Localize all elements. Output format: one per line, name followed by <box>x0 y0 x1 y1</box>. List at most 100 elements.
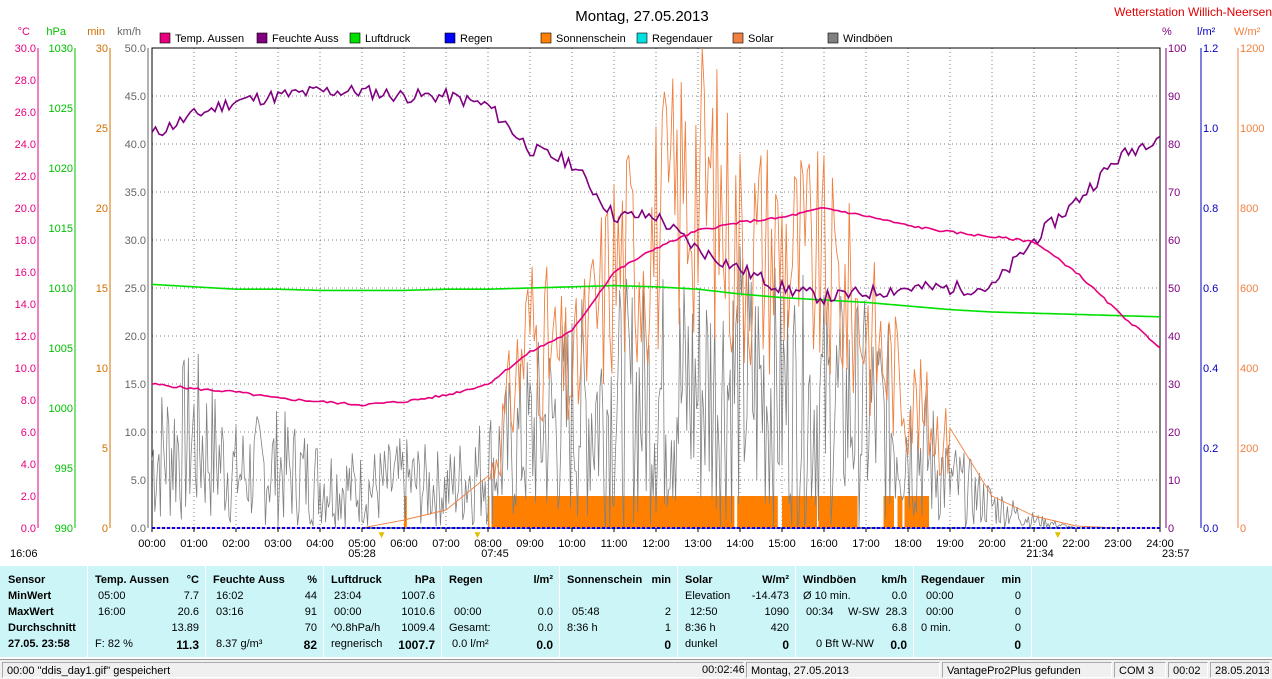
press-trend: ^0.8hPa/h <box>331 622 381 634</box>
raindur-unit: min <box>1001 574 1021 586</box>
x-tick-label: 07:00 <box>432 538 460 550</box>
rainmm-tick: 1.2 <box>1203 43 1218 55</box>
humidity-tick: 60 <box>1168 235 1180 247</box>
legend-swatch-5 <box>636 32 648 44</box>
sun-current-value: 0 <box>664 638 671 652</box>
sunmin-tick: 25 <box>96 123 108 135</box>
solar-current-extra: dunkel <box>685 638 718 650</box>
wind-unit: km/h <box>881 574 907 586</box>
wind-unit: km/h <box>117 26 141 38</box>
sunrise-icon: ▼ <box>377 530 387 541</box>
x-axis: 00:00 01:00 02:00 03:00 04:00 05:00 06:00 07:00… <box>138 528 1174 550</box>
rain-total-value: 0.0 <box>537 622 553 634</box>
sunshine-bar-2 <box>491 496 551 528</box>
hum-current-extra: 8.37 g/m³ <box>216 638 263 650</box>
stats-raindur: Regendauer min 00:00 0 00:00 0 0 min. 0 … <box>914 566 1032 657</box>
sun-duration: 8:36 h <box>567 622 598 634</box>
x-tick-label: 02:00 <box>222 538 250 550</box>
wind-tick: 15.0 <box>125 379 146 391</box>
x-tick-label: 10:00 <box>558 538 586 550</box>
weather-chart: Montag, 27.05.2013 Wetterstation Willich… <box>10 5 1272 560</box>
temp-tick: 8.0 <box>21 395 36 407</box>
wind-tick: 30.0 <box>125 235 146 247</box>
sunshine-bar-6 <box>818 496 858 528</box>
sunshine-bar-1 <box>488 496 490 528</box>
statistics-table: Sensor MinWert MaxWert Durchschnitt 27.0… <box>0 566 1272 657</box>
raindur-current-value: 0 <box>1014 638 1021 652</box>
status-message: 00:00 "ddis_day1.gif" gespeichert <box>2 662 744 678</box>
rainmm-tick: 0.4 <box>1203 363 1218 375</box>
temp-tick: 14.0 <box>15 299 36 311</box>
hum-max-value: 91 <box>304 606 317 618</box>
temp-tick: 24.0 <box>15 139 36 151</box>
solar-tick: 200 <box>1240 443 1258 455</box>
row-label-sensor: Sensor <box>8 574 46 586</box>
status-date: Montag, 27.05.2013 <box>746 662 940 678</box>
status-device: VantagePro2Plus gefunden <box>942 662 1112 678</box>
rainmm-tick: 1.0 <box>1203 123 1218 135</box>
wind-avg10-value: 0.0 <box>891 590 907 602</box>
x-tick-label: 20:00 <box>978 538 1006 550</box>
legend-swatch-3 <box>444 32 456 44</box>
sun-avg-value: 1 <box>664 622 671 634</box>
x-tick-label: 05:00 <box>348 538 376 550</box>
hum-min-time: 16:02 <box>216 590 244 602</box>
rain-max-value: 0.0 <box>537 606 553 618</box>
temp-header: Temp. Aussen <box>95 574 169 586</box>
legend-label-0: Temp. Aussen <box>175 33 244 45</box>
wind-current-value: 0.0 <box>890 638 907 652</box>
hum-avg-value: 70 <box>304 622 317 634</box>
row-label-current: 27.05. 23:58 <box>8 638 70 650</box>
series-temperatur <box>151 207 1161 407</box>
series-windboeen <box>151 246 1160 529</box>
temp-tick: 10.0 <box>15 363 36 375</box>
press-min-time: 23:04 <box>334 590 362 602</box>
solar-tick: 0 <box>1240 523 1246 535</box>
stats-rain: Regen l/m² 00:00 0.0 Gesamt: 0.0 0.0 l/m… <box>442 566 560 657</box>
temp-tick: 18.0 <box>15 235 36 247</box>
raindur-max-time: 00:00 <box>926 606 954 618</box>
wind-max-value: 28.3 <box>885 606 907 618</box>
legend-label-7: Windböen <box>843 33 893 45</box>
temp-tick: 6.0 <box>21 427 36 439</box>
pressure-tick: 1005 <box>49 343 73 355</box>
legend-label-5: Regendauer <box>652 33 713 45</box>
pressure-tick: 1020 <box>49 163 73 175</box>
sun-header: Sonnenschein <box>567 574 643 586</box>
chart-title: Montag, 27.05.2013 <box>575 8 708 25</box>
rainmm-tick: 0.0 <box>1203 523 1218 535</box>
temp-tick: 12.0 <box>15 331 36 343</box>
stats-sunshine: Sonnenschein min 05:48 2 8:36 h 1 0 <box>560 566 678 657</box>
solar-max-time: 12:50 <box>690 606 718 618</box>
temp-tick: 22.0 <box>15 171 36 183</box>
solar-elevation-value: -14.473 <box>751 590 789 602</box>
humidity-unit: % <box>1162 26 1172 38</box>
x-tick-label: 23:00 <box>1104 538 1132 550</box>
raindur-min-value: 0 <box>1014 590 1021 602</box>
press-unit: hPa <box>414 574 435 586</box>
stats-humidity: Feuchte Auss % 16:02 44 03:16 91 70 8.37… <box>206 566 324 657</box>
sun-max-value: 2 <box>664 606 671 618</box>
status-bar: 00:00 "ddis_day1.gif" gespeichert 00:02:… <box>0 659 1272 679</box>
x-tick-label: 24:00 <box>1146 538 1174 550</box>
temp-avg-value: 13.89 <box>171 622 199 634</box>
x-tick-label: 03:00 <box>264 538 292 550</box>
wind-tick: 5.0 <box>131 475 146 487</box>
x-tick-label: 21:00 <box>1020 538 1048 550</box>
temp-tick: 20.0 <box>15 203 36 215</box>
pressure-unit: hPa <box>46 26 66 38</box>
moonrise-label: 16:06 <box>10 548 38 560</box>
hum-current-value: 82 <box>303 638 317 652</box>
x-tick-label: 04:00 <box>306 538 334 550</box>
sunshine-bar-8 <box>897 496 903 528</box>
humidity-tick: 0 <box>1168 523 1174 535</box>
temp-tick: 26.0 <box>15 107 36 119</box>
press-forecast: regnerisch <box>331 638 383 650</box>
press-avg-value: 1009.4 <box>401 622 435 634</box>
sunrise-label: 05:28 <box>348 548 376 560</box>
rain-current-value: 0.0 <box>536 638 553 652</box>
rain-max-time: 00:00 <box>454 606 482 618</box>
sunmin-tick: 0 <box>102 523 108 535</box>
solar-elevation-label: Elevation <box>685 590 731 602</box>
